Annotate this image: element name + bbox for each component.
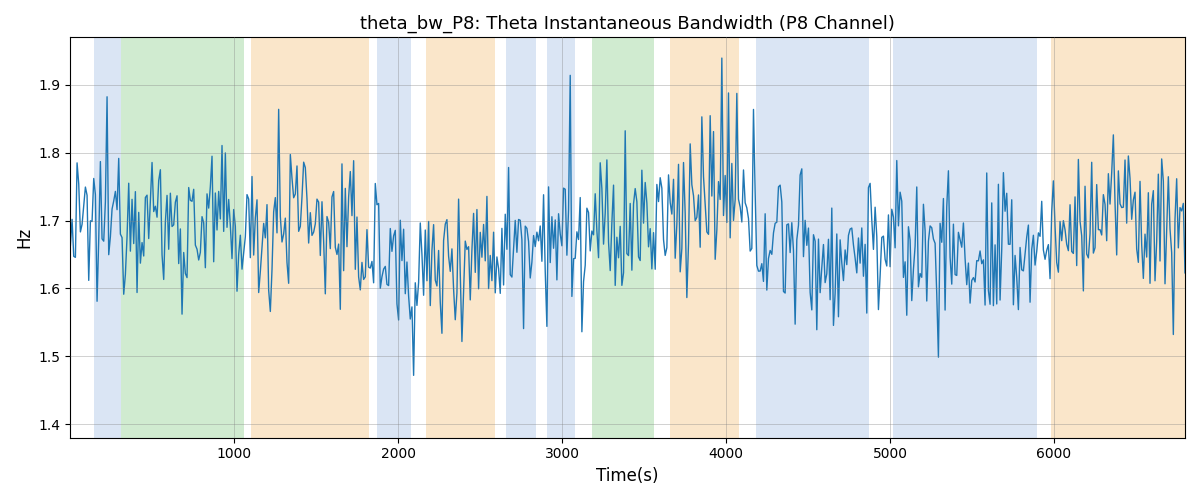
Bar	[893, 38, 1038, 438]
Bar	[426, 38, 494, 438]
Bar	[1050, 38, 1184, 438]
Bar	[756, 38, 869, 438]
Bar	[251, 38, 368, 438]
Bar	[506, 38, 536, 438]
Bar	[121, 38, 244, 438]
Bar	[592, 38, 654, 438]
X-axis label: Time(s): Time(s)	[596, 467, 659, 485]
Bar	[377, 38, 412, 438]
Y-axis label: Hz: Hz	[14, 227, 32, 248]
Bar	[94, 38, 121, 438]
Bar	[547, 38, 575, 438]
Title: theta_bw_P8: Theta Instantaneous Bandwidth (P8 Channel): theta_bw_P8: Theta Instantaneous Bandwid…	[360, 15, 895, 34]
Bar	[671, 38, 739, 438]
